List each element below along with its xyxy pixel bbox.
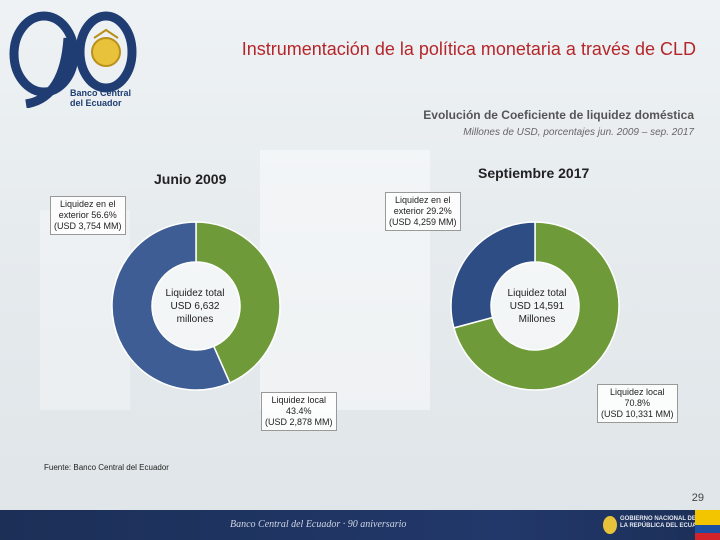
chart-subtitle: Evolución de Coeficiente de liquidez dom… (423, 108, 694, 122)
center-label-line: Millones (518, 314, 556, 325)
center-label-line: USD 6,632 (170, 301, 220, 312)
donut-slice-exterior (450, 221, 536, 329)
ecuador-flag-icon (695, 510, 720, 540)
chart-title-2017: Septiembre 2017 (478, 165, 590, 181)
footer-banner-text: Banco Central del Ecuador · 90 aniversar… (230, 519, 407, 530)
page-number: 29 (691, 492, 704, 504)
chart-units: Millones de USD, porcentajes jun. 2009 –… (463, 127, 694, 138)
data-label-line: Liquidez local (271, 395, 327, 405)
coat-of-arms-icon (603, 516, 617, 534)
footer-banner (0, 510, 720, 540)
data-label-line: (USD 10,331 MM) (601, 409, 674, 419)
data-label-exterior-2017: Liquidez en el exterior 29.2% (USD 4,259… (385, 192, 461, 231)
page-title: Instrumentación de la política monetaria… (241, 39, 696, 59)
data-label-line: (USD 2,878 MM) (265, 417, 333, 427)
data-label-local-2017: Liquidez local 70.8% (USD 10,331 MM) (597, 384, 678, 423)
government-label-line: LA REPÚBLICA DEL ECUADOR (620, 523, 710, 529)
government-label: GOBIERNO NACIONAL DE LA REPÚBLICA DEL EC… (620, 516, 710, 530)
bce-logo: Banco Central del Ecuador (6, 8, 166, 109)
data-label-line: Liquidez en el (394, 195, 451, 205)
data-label-line: (USD 4,259 MM) (389, 217, 457, 227)
center-label-2009: Liquidez total USD 6,632 millones (150, 287, 240, 326)
data-label-line: exterior 56.6% (58, 210, 117, 220)
data-label-exterior-2009: Liquidez en el exterior 56.6% (USD 3,754… (50, 196, 126, 235)
donut-hole (491, 262, 579, 350)
source-note: Fuente: Banco Central del Ecuador (44, 463, 169, 472)
data-label-local-2009: Liquidez local 43.4% (USD 2,878 MM) (261, 392, 337, 431)
data-label-line: Liquidez en el (59, 199, 116, 209)
chart-title-2009: Junio 2009 (154, 171, 227, 187)
center-label-line: Liquidez total (165, 288, 225, 299)
data-label-line: Liquidez local (609, 387, 665, 397)
government-label-line: GOBIERNO NACIONAL DE (620, 516, 696, 522)
logo-line: del Ecuador (70, 98, 122, 108)
center-label-line: USD 14,591 (509, 301, 565, 312)
data-label-line: 43.4% (285, 406, 312, 416)
data-label-line: 70.8% (624, 398, 651, 408)
center-label-line: Liquidez total (507, 288, 567, 299)
center-label-line: millones (176, 314, 214, 325)
data-label-line: exterior 29.2% (393, 206, 452, 216)
data-label-line: (USD 3,754 MM) (54, 221, 122, 231)
logo-line: Banco Central (70, 88, 132, 98)
center-label-2017: Liquidez total USD 14,591 Millones (492, 287, 582, 326)
donut-hole (152, 262, 240, 350)
